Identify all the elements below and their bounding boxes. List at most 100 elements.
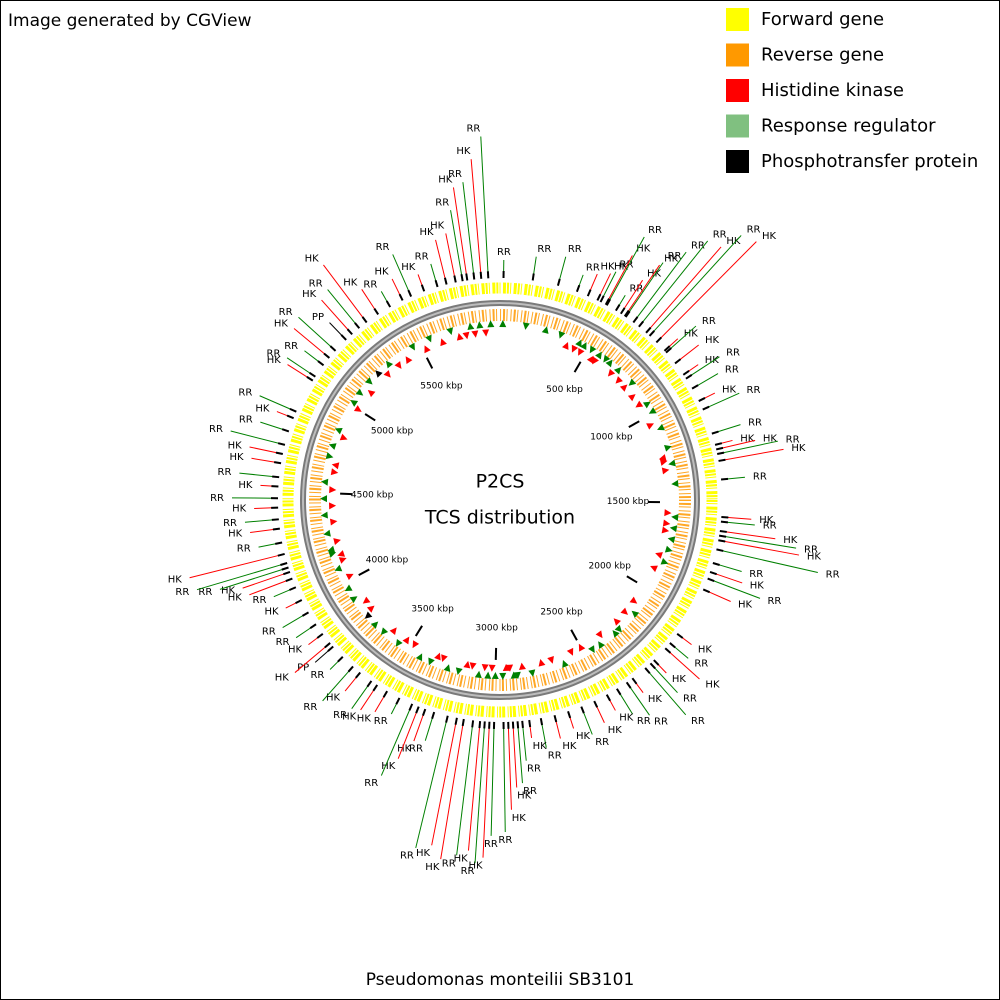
feature-glyph — [506, 664, 514, 672]
feature-glyph — [664, 444, 672, 452]
feature-glyph — [659, 459, 668, 466]
feature-tick — [272, 475, 280, 479]
feature-tick — [347, 665, 354, 673]
feature-tick — [596, 293, 602, 301]
feature-glyph — [434, 652, 441, 661]
feature-line — [323, 264, 366, 322]
tick-mark — [364, 413, 376, 422]
feature-label: HK — [512, 813, 527, 824]
feature-glyph — [350, 400, 359, 407]
tick-label: 1500 kbp — [607, 497, 650, 507]
feature-label: RR — [637, 716, 651, 727]
feature-glyph — [655, 552, 663, 559]
feature-glyph — [428, 657, 435, 666]
feature-label: RR — [763, 521, 777, 532]
feature-glyph — [440, 338, 447, 347]
feature-line — [189, 553, 283, 579]
feature-label: HK — [705, 335, 720, 346]
feature-label: RR — [683, 694, 697, 705]
feature-glyph — [578, 347, 585, 356]
feature-glyph — [661, 467, 670, 475]
tick-label: 2500 kbp — [540, 608, 583, 618]
feature-glyph — [660, 557, 669, 565]
tick-label: 3000 kbp — [475, 623, 518, 633]
feature-line — [259, 395, 295, 412]
feature-glyph — [631, 610, 640, 618]
feature-label: HK — [791, 443, 806, 454]
reverse-gene-ring — [309, 309, 691, 691]
feature-glyph — [365, 377, 373, 385]
feature-line — [230, 430, 284, 445]
feature-glyph — [629, 596, 638, 604]
feature-label: HK — [783, 535, 798, 546]
feature-tick — [408, 703, 414, 711]
feature-glyph — [571, 344, 579, 353]
feature-glyph — [635, 400, 644, 408]
feature-label: HK — [265, 607, 280, 618]
feature-line — [720, 540, 800, 556]
feature-glyph — [338, 557, 347, 564]
feature-label: RR — [253, 595, 267, 606]
feature-label: RR — [753, 472, 767, 483]
feature-label: HK — [267, 355, 282, 366]
feature-label: HK — [430, 221, 445, 232]
feature-tick — [619, 307, 626, 315]
feature-tick — [289, 586, 297, 591]
feature-label: RR — [239, 415, 253, 426]
feature-tick — [669, 642, 676, 649]
feature-tick — [676, 632, 684, 639]
feature-tick — [337, 656, 344, 663]
feature-tick — [327, 645, 334, 652]
feature-tick — [720, 477, 729, 481]
feature-glyph — [328, 502, 337, 510]
feature-tick — [709, 570, 717, 576]
feature-line — [521, 722, 527, 761]
feature-line — [667, 325, 697, 352]
feature-label: HK — [274, 318, 289, 329]
feature-line — [249, 578, 291, 596]
feature-line — [718, 439, 756, 450]
feature-line — [646, 669, 687, 716]
backbone-highlight — [302, 302, 698, 698]
feature-glyph — [462, 331, 470, 340]
feature-label: HK — [726, 236, 741, 247]
feature-tick — [471, 720, 475, 728]
feature-glyph — [469, 662, 477, 670]
feature-label: RR — [498, 835, 512, 846]
feature-label: RR — [548, 751, 562, 762]
feature-label: RR — [620, 260, 634, 271]
feature-glyph — [395, 638, 403, 647]
feature-glyph — [482, 329, 490, 337]
feature-glyph — [575, 339, 582, 348]
feature-tick — [702, 588, 711, 594]
feature-label: RR — [363, 279, 377, 290]
feature-tick — [340, 334, 347, 341]
feature-glyph — [481, 664, 489, 672]
feature-label: RR — [786, 435, 800, 446]
feature-glyph — [364, 611, 373, 619]
feature-glyph — [366, 605, 375, 613]
feature-glyph — [367, 389, 376, 398]
feature-line — [298, 316, 335, 350]
feature-glyph — [334, 427, 343, 435]
feature-tick — [685, 374, 693, 380]
feature-glyph — [605, 359, 613, 368]
feature-glyph — [325, 452, 334, 459]
feature-label: HK — [305, 254, 320, 265]
legend-label: Histidine kinase — [761, 80, 904, 101]
feature-tick — [720, 520, 729, 524]
feature-label: HK — [698, 644, 713, 655]
feature-label: RR — [223, 518, 237, 529]
feature-line — [634, 251, 687, 322]
feature-tick — [443, 277, 448, 285]
feature-tick — [632, 316, 639, 324]
feature-tick — [712, 562, 720, 566]
feature-line — [415, 717, 448, 849]
feature-tick — [648, 330, 656, 337]
feature-tick — [316, 632, 324, 639]
feature-label: RR — [826, 569, 840, 580]
feature-label: RR — [309, 278, 323, 289]
feature-glyph — [467, 322, 475, 331]
feature-tick — [615, 304, 621, 312]
feature-tick — [716, 451, 725, 456]
